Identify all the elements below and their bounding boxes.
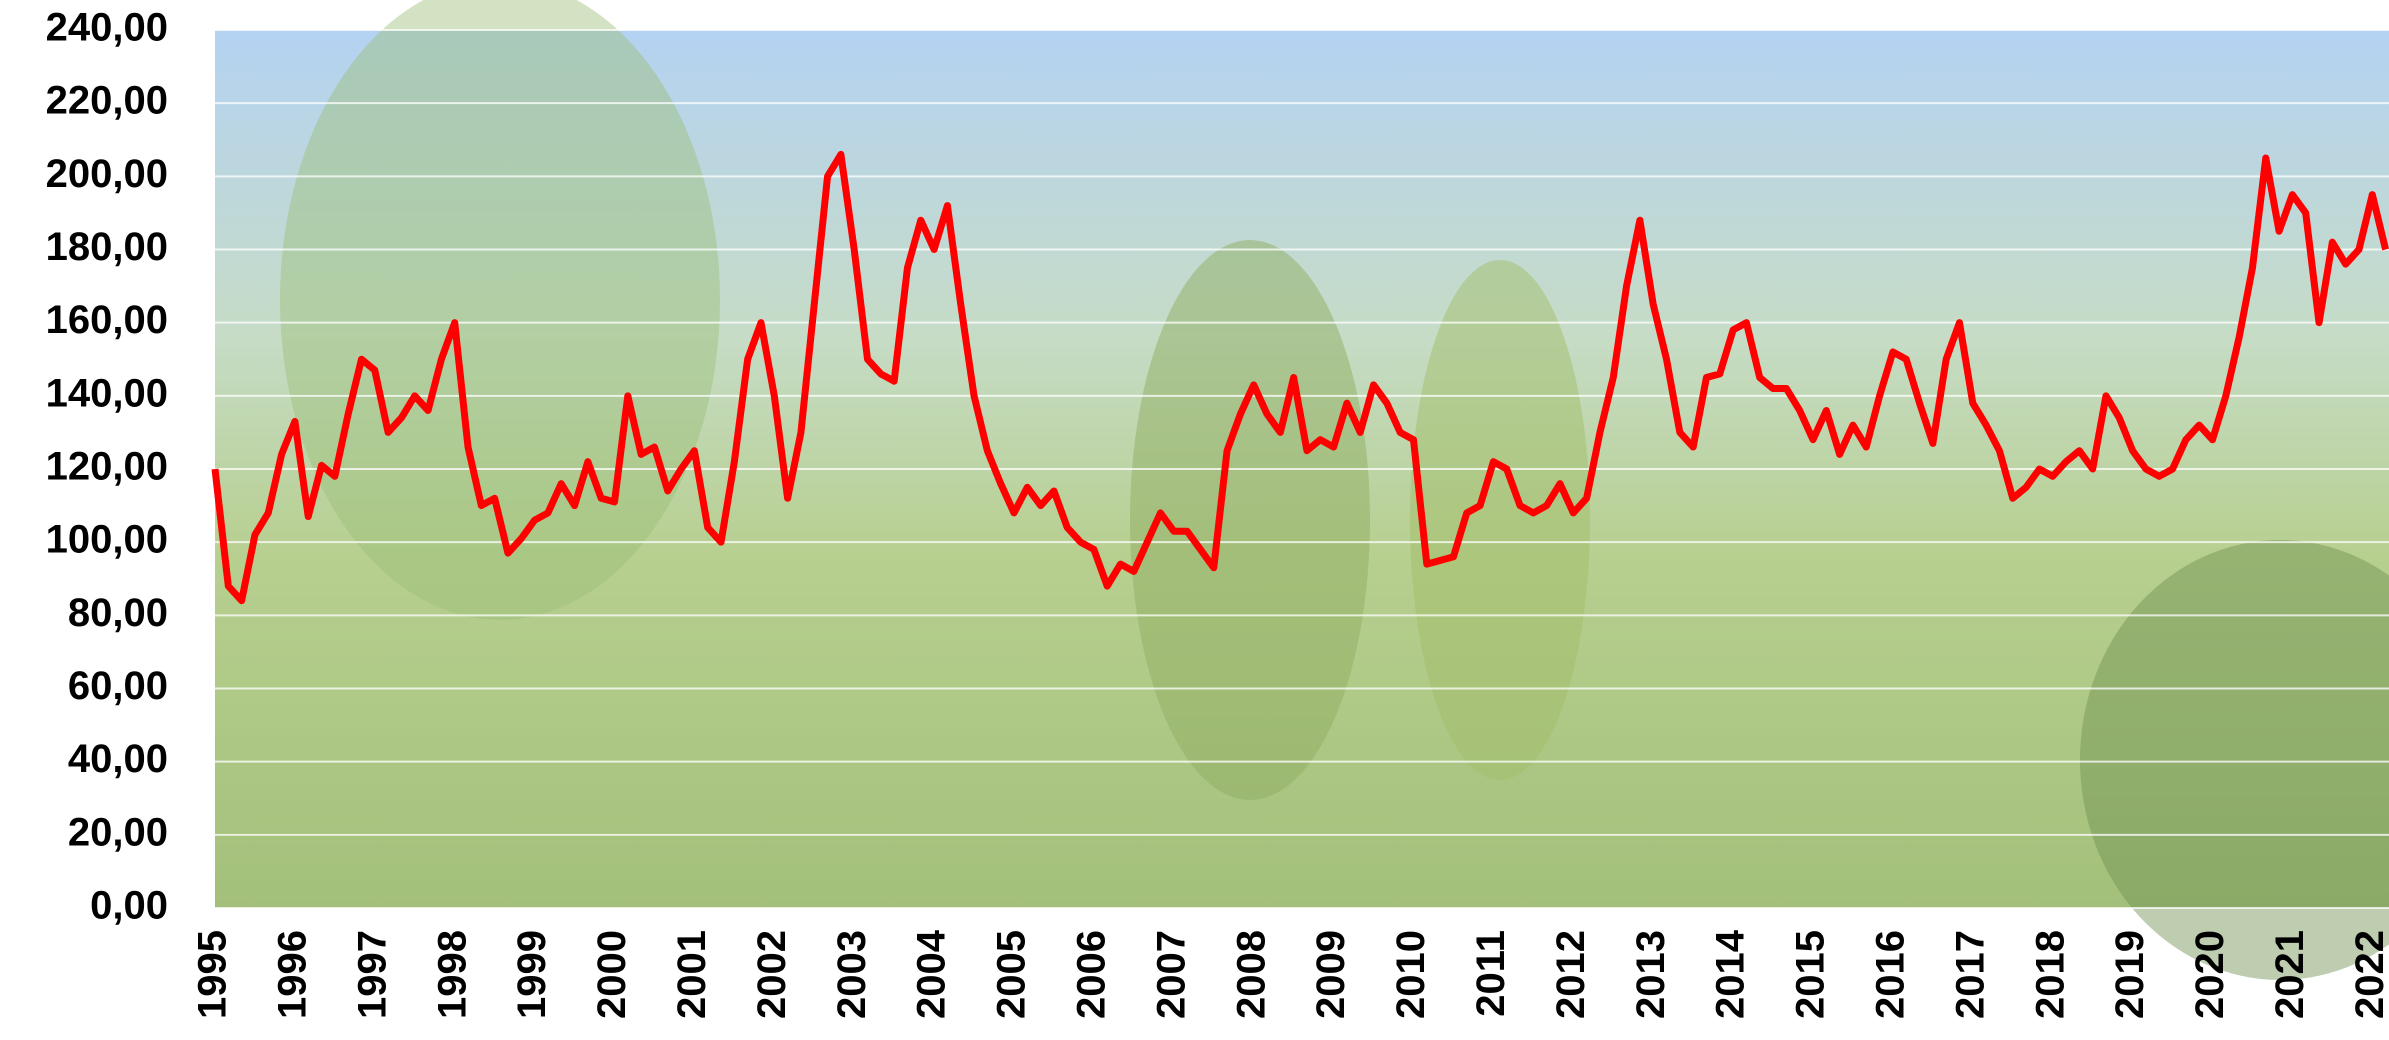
- y-tick-label: 40,00: [68, 737, 168, 781]
- y-tick-label: 20,00: [68, 810, 168, 854]
- x-tick-label: 2005: [990, 930, 1034, 1019]
- x-tick-label: 2018: [2028, 930, 2072, 1019]
- x-tick-label: 2007: [1149, 930, 1193, 1019]
- x-tick-label: 2001: [670, 930, 714, 1019]
- x-tick-label: 1998: [430, 930, 474, 1019]
- x-tick-label: 2002: [750, 930, 794, 1019]
- x-tick-label: 2021: [2268, 930, 2312, 1019]
- y-tick-label: 120,00: [46, 445, 168, 489]
- pod-shape: [1410, 260, 1590, 780]
- x-tick-label: 2022: [2348, 930, 2389, 1019]
- leaf-shape: [2080, 540, 2389, 980]
- y-tick-label: 0,00: [90, 884, 168, 928]
- x-tick-label: 2012: [1549, 930, 1593, 1019]
- y-tick-label: 180,00: [46, 225, 168, 269]
- x-tick-label: 2004: [910, 929, 954, 1019]
- x-tick-label: 2006: [1069, 930, 1113, 1019]
- x-tick-label: 1997: [350, 930, 394, 1019]
- x-tick-label: 2000: [590, 930, 634, 1019]
- x-tick-label: 2019: [2108, 930, 2152, 1019]
- x-tick-label: 2011: [1469, 930, 1513, 1017]
- x-tick-label: 2010: [1389, 930, 1433, 1019]
- y-tick-label: 100,00: [46, 518, 168, 562]
- x-tick-label: 2014: [1709, 929, 1753, 1019]
- x-tick-label: 1996: [270, 930, 314, 1019]
- x-tick-label: 2003: [830, 930, 874, 1019]
- x-tick-label: 2013: [1629, 930, 1673, 1019]
- y-tick-label: 240,00: [46, 6, 168, 50]
- y-tick-label: 60,00: [68, 664, 168, 708]
- data-line: [211, 150, 2389, 605]
- pod-shape: [1130, 240, 1370, 800]
- x-tick-label: 2020: [2188, 930, 2232, 1019]
- y-tick-label: 200,00: [46, 152, 168, 196]
- x-tick-label: 1999: [510, 930, 554, 1019]
- x-tick-label: 2008: [1229, 930, 1273, 1019]
- x-tick-label: 2017: [1948, 930, 1992, 1019]
- leaf-shape: [280, 0, 720, 620]
- y-tick-label: 80,00: [68, 591, 168, 635]
- x-tick-label: 2009: [1309, 930, 1353, 1019]
- x-tick-label: 2016: [1868, 930, 1912, 1019]
- x-tick-label: 2015: [1789, 930, 1833, 1019]
- y-tick-label: 220,00: [46, 79, 168, 123]
- x-tick-label: 1995: [191, 930, 235, 1019]
- y-tick-label: 160,00: [46, 298, 168, 342]
- y-tick-label: 140,00: [46, 371, 168, 415]
